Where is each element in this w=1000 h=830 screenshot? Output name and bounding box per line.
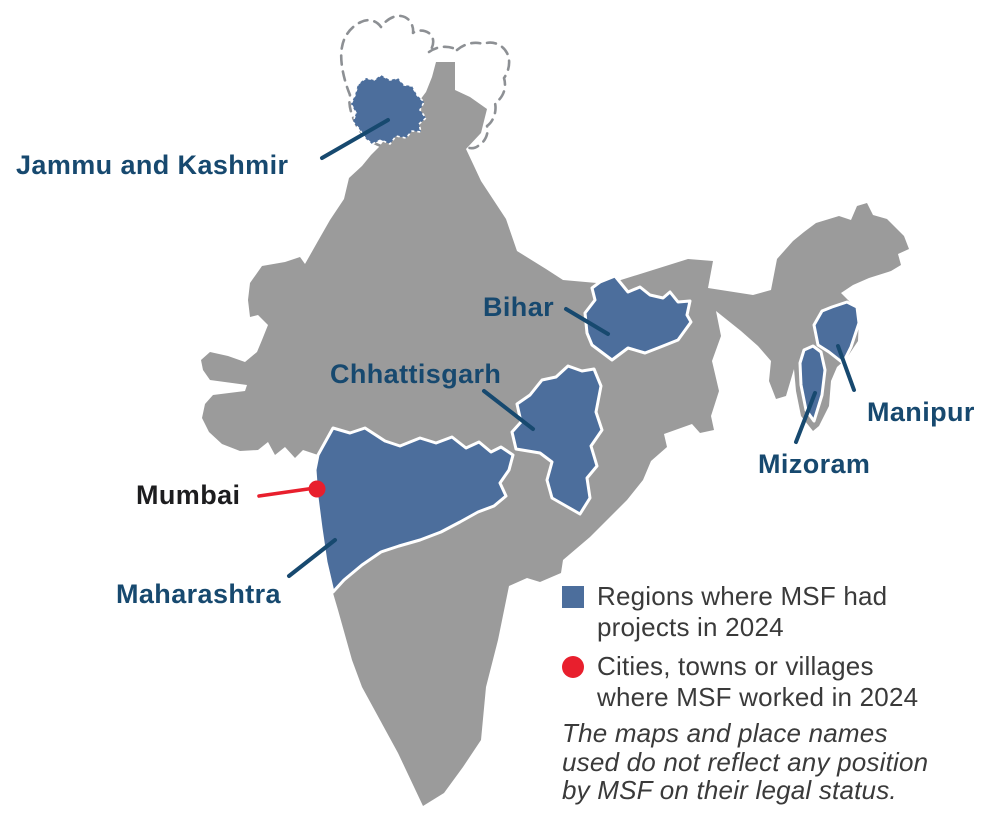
legend-item-cities: Cities, towns or villages where MSF work… [562,651,982,713]
leader-bihar [564,307,610,336]
region-mizoram [798,344,827,423]
disclaimer-line1: The maps and place names [562,718,888,748]
legend-regions-line2: projects in 2024 [597,612,784,642]
legal-disclaimer: The maps and place names used do not ref… [562,719,992,805]
disclaimer-line3: by MSF on their legal status. [562,775,897,805]
leader-chhattisgarh [482,389,535,431]
legend-regions-line1: Regions where MSF had [597,581,888,611]
disclaimer-line2: used do not reflect any position [562,746,929,777]
leader-mumbai [257,487,310,498]
mumbai-city-marker [308,480,326,498]
label-mumbai: Mumbai [136,480,241,510]
region-maharashtra [313,426,515,594]
leader-lines [257,118,856,578]
legend-cities-line2: where MSF worked in 2024 [597,682,919,712]
region-jammu-and-kashmir [350,74,427,145]
legend: Regions where MSF had projects in 2024 C… [562,581,982,721]
leader-mizoram [794,391,817,444]
label-mizoram: Mizoram [758,449,871,479]
label-bihar: Bihar [483,292,555,322]
region-swatch-icon [562,586,584,608]
label-manipur: Manipur [867,397,975,427]
legend-item-regions: Regions where MSF had projects in 2024 [562,581,982,643]
legend-cities-line1: Cities, towns or villages [597,651,874,681]
region-chhattisgarh [510,364,604,516]
label-chhattisgarh: Chhattisgarh [330,359,502,389]
leader-maharashtra [287,538,337,578]
legend-item-cities-text: Cities, towns or villages where MSF work… [597,651,918,713]
label-maharashtra: Maharashtra [116,579,281,609]
city-dot-icon [562,656,584,678]
leader-jammu-and-kashmir [320,118,390,160]
legend-item-regions-text: Regions where MSF had projects in 2024 [597,581,887,643]
leader-manipur [836,344,856,392]
disputed-border-dashed-outline [339,14,511,150]
label-jammu-and-kashmir: Jammu and Kashmir [16,150,289,180]
